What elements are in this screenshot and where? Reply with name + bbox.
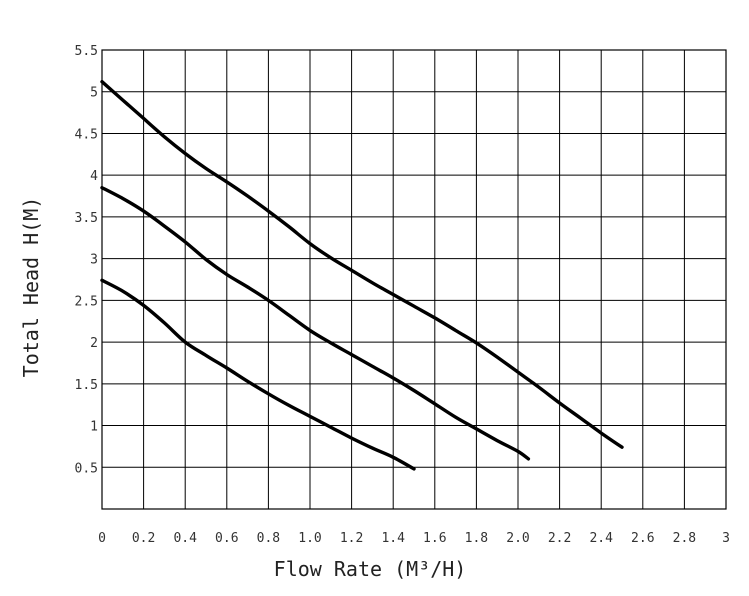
y-tick-label: 5	[90, 86, 98, 101]
y-tick-label: 5.5	[75, 44, 98, 59]
y-tick-label: 1	[90, 420, 98, 435]
plot-frame	[101, 49, 727, 510]
x-tick-label: 2.4	[589, 531, 613, 546]
x-tick-label: 1.2	[340, 531, 363, 546]
x-tick-label: 2.2	[548, 531, 571, 546]
x-tick-label: 1.8	[465, 531, 488, 546]
pump-curve-2	[100, 186, 531, 461]
y-axis-label: Total Head H(M)	[19, 197, 43, 378]
curves	[100, 80, 624, 471]
grid	[101, 49, 727, 509]
y-tick-label: 4	[90, 169, 98, 184]
pump-curve-3	[100, 278, 416, 471]
x-tick-label: 2.0	[506, 531, 529, 546]
x-tick-label: 0	[98, 531, 106, 546]
x-tick-label: 1.6	[423, 531, 446, 546]
x-tick-label: 0.2	[132, 531, 155, 546]
x-tick-label: 2.6	[631, 531, 654, 546]
x-tick-label: 0.6	[215, 531, 238, 546]
y-tick-label: 2.5	[75, 294, 98, 309]
y-tick-label: 0.5	[75, 461, 98, 476]
pump-curve-1	[100, 80, 624, 449]
x-tick-label: 0.4	[173, 531, 197, 546]
x-tick-label: 1.4	[381, 531, 405, 546]
y-tick-label: 4.5	[75, 127, 98, 142]
y-tick-label: 3	[90, 253, 98, 268]
y-tick-label: 3.5	[75, 211, 98, 226]
x-tick-label: 2.8	[673, 531, 696, 546]
x-tick-label: 3	[722, 531, 730, 546]
y-tick-labels: 0.5 1 1.5 2 2.5 3 3.5 4 4.5 5 5.5	[75, 44, 99, 476]
x-tick-label: 1.0	[298, 531, 321, 546]
x-tick-label: 0.8	[257, 531, 280, 546]
y-tick-label: 2	[90, 336, 98, 351]
x-tick-labels: 0 0.2 0.4 0.6 0.8 1.0 1.2 1.4 1.6 1.8 2.0 2.2 2.4 2.6…	[98, 531, 730, 546]
y-tick-label: 1.5	[75, 378, 98, 393]
x-axis-label: Flow Rate (M³/H)	[274, 557, 467, 581]
